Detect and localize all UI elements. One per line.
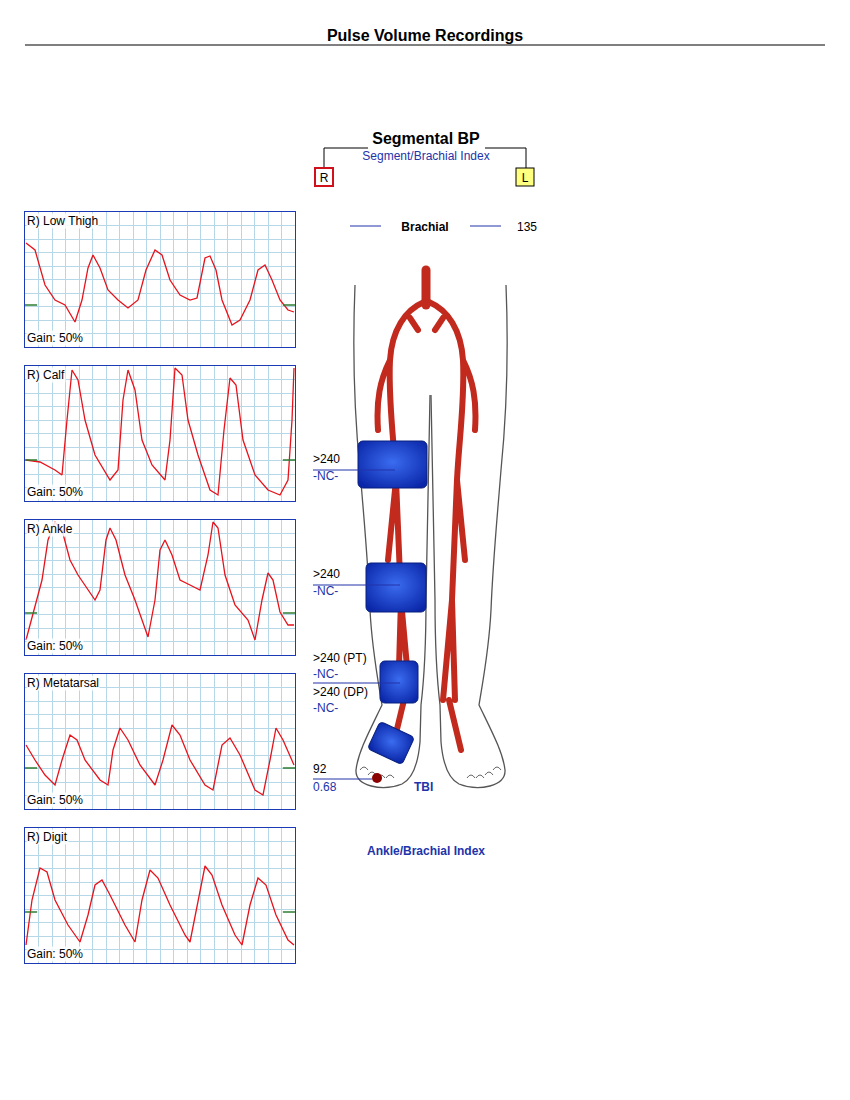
svg-text:-NC-: -NC- [313, 584, 338, 598]
svg-text:135: 135 [517, 220, 537, 234]
svg-text:TBI: TBI [414, 780, 433, 794]
svg-text:R) Ankle: R) Ankle [27, 522, 73, 536]
svg-text:92: 92 [313, 762, 327, 776]
svg-text:Pulse Volume Recordings: Pulse Volume Recordings [327, 27, 523, 44]
svg-text:Gain: 50%: Gain: 50% [27, 485, 83, 499]
svg-text:Ankle/Brachial Index: Ankle/Brachial Index [367, 844, 485, 858]
svg-text:0.68: 0.68 [313, 780, 337, 794]
svg-text:R) Low Thigh: R) Low Thigh [27, 214, 98, 228]
svg-text:L: L [522, 171, 529, 185]
svg-text:R) Calf: R) Calf [27, 368, 65, 382]
svg-text:>240: >240 [313, 567, 340, 581]
svg-text:-NC-: -NC- [313, 667, 338, 681]
svg-text:>240 (DP): >240 (DP) [313, 685, 368, 699]
svg-text:>240 (PT): >240 (PT) [313, 651, 367, 665]
svg-text:Gain: 50%: Gain: 50% [27, 331, 83, 345]
svg-text:Gain: 50%: Gain: 50% [27, 639, 83, 653]
svg-text:Gain: 50%: Gain: 50% [27, 947, 83, 961]
svg-text:Segmental BP: Segmental BP [372, 130, 480, 147]
svg-text:Brachial: Brachial [401, 220, 448, 234]
svg-text:-NC-: -NC- [313, 701, 338, 715]
svg-text:Segment/Brachial Index: Segment/Brachial Index [362, 149, 489, 163]
svg-text:>240: >240 [313, 452, 340, 466]
svg-text:R: R [320, 171, 329, 185]
svg-text:Gain: 50%: Gain: 50% [27, 793, 83, 807]
svg-text:-NC-: -NC- [313, 469, 338, 483]
svg-text:R) Digit: R) Digit [27, 830, 68, 844]
svg-text:R) Metatarsal: R) Metatarsal [27, 676, 99, 690]
